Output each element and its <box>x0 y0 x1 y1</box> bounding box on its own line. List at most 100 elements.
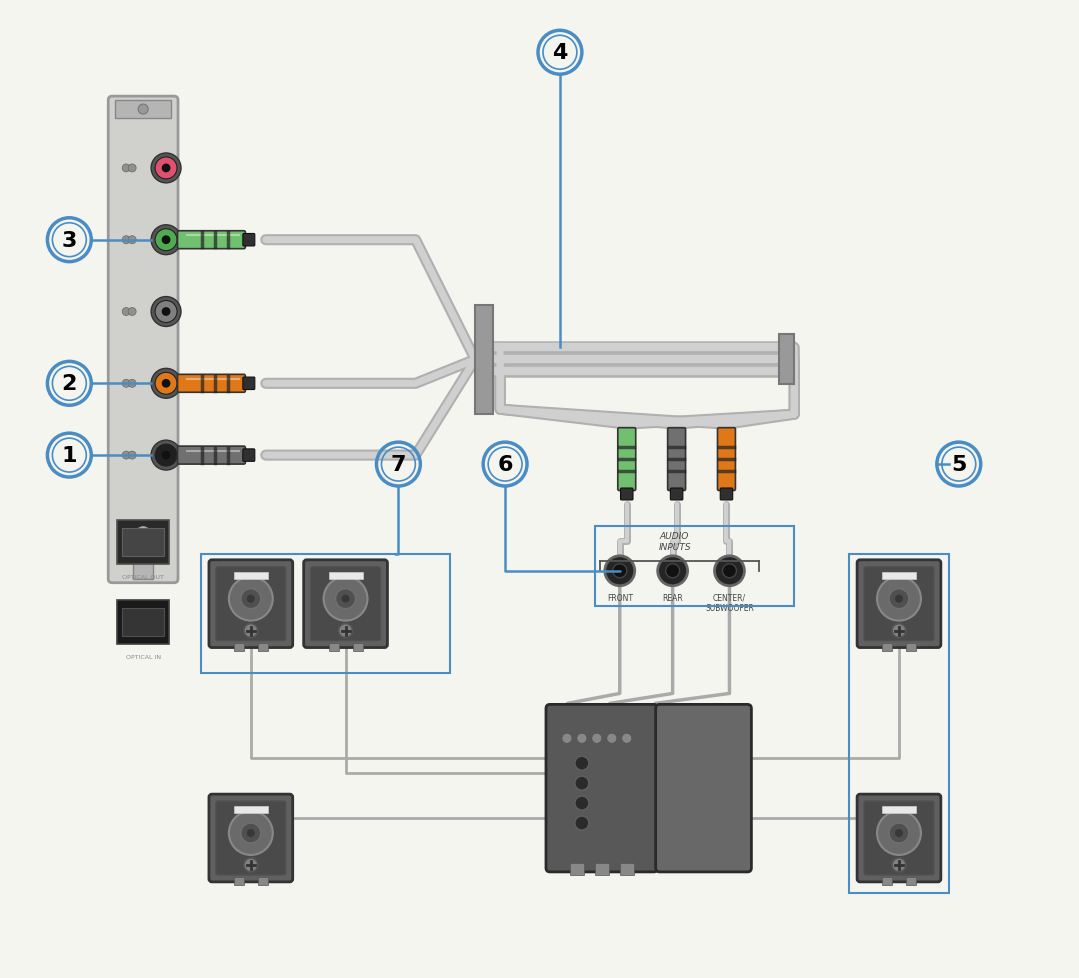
Text: 4: 4 <box>552 43 568 64</box>
Bar <box>234 643 244 651</box>
Text: FRONT: FRONT <box>606 593 632 602</box>
Bar <box>882 572 916 579</box>
Text: 3: 3 <box>62 231 77 250</box>
Circle shape <box>714 556 745 586</box>
FancyBboxPatch shape <box>108 97 178 583</box>
Text: OPTICAL OUT: OPTICAL OUT <box>122 575 164 580</box>
Bar <box>475 305 493 415</box>
Bar <box>122 528 164 556</box>
Text: 1: 1 <box>62 446 77 466</box>
Circle shape <box>244 624 258 638</box>
FancyBboxPatch shape <box>303 560 387 647</box>
Circle shape <box>336 589 355 609</box>
Circle shape <box>889 589 909 609</box>
FancyBboxPatch shape <box>718 428 736 491</box>
Circle shape <box>241 823 261 843</box>
Circle shape <box>162 451 170 460</box>
Circle shape <box>622 734 631 743</box>
Circle shape <box>342 595 350 603</box>
FancyBboxPatch shape <box>618 428 636 491</box>
Bar <box>133 550 153 579</box>
Circle shape <box>151 226 181 255</box>
Bar <box>118 520 169 564</box>
Bar <box>882 877 892 885</box>
Bar <box>882 643 892 651</box>
Circle shape <box>122 379 131 388</box>
Bar <box>595 863 609 875</box>
Circle shape <box>244 858 258 872</box>
FancyBboxPatch shape <box>668 428 685 491</box>
Bar <box>619 863 633 875</box>
FancyBboxPatch shape <box>178 447 245 465</box>
Circle shape <box>162 379 170 388</box>
Circle shape <box>562 734 572 743</box>
Bar <box>258 643 268 651</box>
Circle shape <box>613 564 627 578</box>
Circle shape <box>241 589 261 609</box>
FancyBboxPatch shape <box>216 567 286 641</box>
Circle shape <box>122 237 131 244</box>
Circle shape <box>247 829 255 837</box>
Bar <box>115 101 172 119</box>
Circle shape <box>894 829 903 837</box>
Bar <box>849 555 948 893</box>
Bar <box>906 643 916 651</box>
Circle shape <box>577 734 587 743</box>
Text: 2: 2 <box>62 374 77 394</box>
Circle shape <box>723 564 737 578</box>
Text: 7: 7 <box>391 455 406 474</box>
Circle shape <box>575 756 589 771</box>
FancyBboxPatch shape <box>857 794 941 882</box>
Circle shape <box>151 154 181 184</box>
Circle shape <box>151 369 181 399</box>
Circle shape <box>155 301 177 323</box>
FancyBboxPatch shape <box>311 567 381 641</box>
Circle shape <box>605 556 634 586</box>
Circle shape <box>122 164 131 173</box>
Circle shape <box>575 796 589 810</box>
Circle shape <box>658 556 687 586</box>
Circle shape <box>122 308 131 316</box>
FancyBboxPatch shape <box>178 375 245 393</box>
Bar <box>329 643 339 651</box>
Bar <box>234 806 268 814</box>
Circle shape <box>151 297 181 327</box>
Circle shape <box>128 237 136 244</box>
Circle shape <box>128 164 136 173</box>
Text: CENTER/
SUBWOOFER: CENTER/ SUBWOOFER <box>705 593 754 612</box>
Circle shape <box>162 236 170 244</box>
Text: REAR: REAR <box>663 593 683 602</box>
Bar <box>234 877 244 885</box>
Circle shape <box>575 817 589 830</box>
Circle shape <box>136 527 150 541</box>
Circle shape <box>606 734 617 743</box>
Bar <box>329 572 363 579</box>
Bar <box>234 572 268 579</box>
Circle shape <box>138 105 148 115</box>
FancyBboxPatch shape <box>721 488 733 501</box>
Circle shape <box>894 595 903 603</box>
Circle shape <box>162 164 170 173</box>
Circle shape <box>151 441 181 470</box>
Circle shape <box>128 379 136 388</box>
FancyBboxPatch shape <box>620 488 633 501</box>
Text: AUDIO
INPUTS: AUDIO INPUTS <box>658 532 691 551</box>
Circle shape <box>162 308 170 317</box>
FancyBboxPatch shape <box>864 567 934 641</box>
Bar <box>595 526 794 606</box>
Bar <box>779 335 794 385</box>
Bar <box>882 806 916 814</box>
FancyBboxPatch shape <box>656 705 751 872</box>
FancyBboxPatch shape <box>243 378 255 390</box>
Circle shape <box>229 812 273 855</box>
FancyBboxPatch shape <box>546 705 658 872</box>
Bar <box>570 863 584 875</box>
Circle shape <box>324 577 368 621</box>
Circle shape <box>877 577 920 621</box>
Text: 6: 6 <box>497 455 513 474</box>
FancyBboxPatch shape <box>216 801 286 875</box>
Text: 5: 5 <box>951 455 967 474</box>
Circle shape <box>229 577 273 621</box>
Circle shape <box>128 452 136 460</box>
Bar <box>118 600 169 644</box>
